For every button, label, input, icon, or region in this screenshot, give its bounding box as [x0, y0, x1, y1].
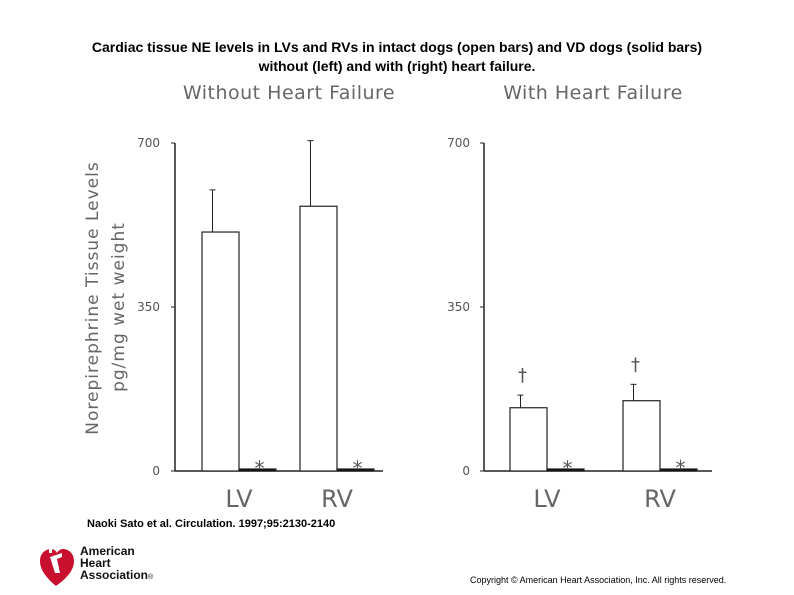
bar-1-LV-open	[509, 407, 548, 472]
y-tick-label-0-2: 700	[137, 136, 160, 150]
panel-title-1: With Heart Failure	[503, 82, 683, 104]
bar-0-RV-open	[299, 205, 338, 472]
aha-logo-text: American Heart Association®	[80, 545, 170, 584]
logo-line3: Association®	[80, 569, 170, 584]
bar-1-RV-open	[622, 400, 661, 472]
bar-0-LV-open	[201, 231, 240, 472]
bar-1-RV-solid	[659, 468, 698, 472]
category-label-0-0: LV	[225, 485, 253, 513]
significance-marker-1-0: †	[518, 365, 527, 386]
copyright: Copyright © American Heart Association, …	[470, 575, 727, 585]
citation: Naoki Sato et al. Circulation. 1997;95:2…	[87, 518, 336, 530]
bar-1-LV-solid	[546, 468, 585, 472]
y-tick-label-1-0: 0	[462, 464, 470, 478]
significance-marker-1-1: †	[631, 354, 640, 375]
category-label-1-0: LV	[533, 485, 561, 513]
logo-line3-text: Association	[80, 568, 149, 582]
y-tick-label-1-1: 350	[447, 300, 470, 314]
panel-title-0: Without Heart Failure	[183, 82, 395, 104]
heart-logo-icon	[40, 545, 74, 586]
category-label-0-1: RV	[321, 485, 353, 513]
significance-marker-0-1: *	[353, 457, 363, 481]
logo-line1: American	[80, 544, 135, 558]
category-label-1-1: RV	[644, 485, 676, 513]
y-tick-label-0-1: 350	[137, 300, 160, 314]
y-tick-label-0-0: 0	[152, 464, 160, 478]
y-axis-label-line1: Norepirephrine Tissue Levels	[83, 161, 103, 434]
figure-title-line2: without (left) and with (right) heart fa…	[258, 58, 536, 74]
significance-marker-1-3: *	[676, 456, 686, 480]
logo-mark: ®	[148, 574, 154, 581]
figure-title: Cardiac tissue NE levels in LVs and RVs …	[0, 38, 794, 76]
significance-marker-0-0: *	[255, 457, 265, 481]
y-tick-label-1-2: 700	[447, 136, 470, 150]
bar-0-RV-solid	[336, 468, 375, 472]
figure-title-line1: Cardiac tissue NE levels in LVs and RVs …	[91, 39, 703, 55]
y-axis-label-line2: pg/mg wet weight	[109, 222, 129, 392]
logo-line2: Heart	[80, 556, 111, 570]
significance-marker-1-2: *	[563, 457, 573, 481]
bar-0-LV-solid	[238, 468, 277, 472]
